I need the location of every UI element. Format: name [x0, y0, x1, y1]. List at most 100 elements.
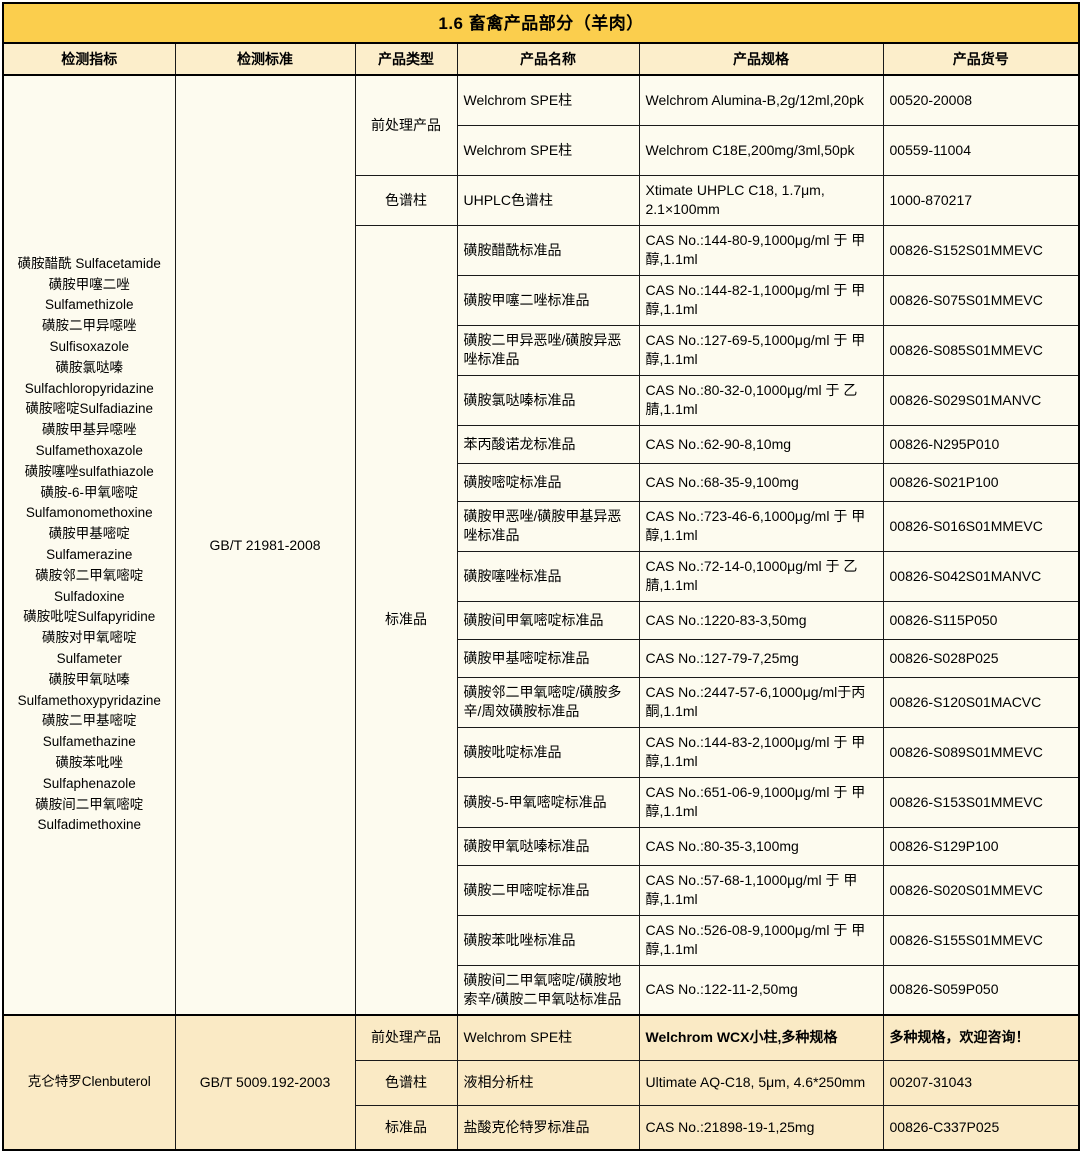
product-name-cell: 磺胺邻二甲氧嘧啶/磺胺多辛/周效磺胺标准品 [456, 676, 640, 728]
product-spec-cell: CAS No.:2447-57-6,1000μg/ml于丙酮,1.1ml [638, 676, 884, 728]
product-code-cell: 00826-S016S01MMEVC [882, 500, 1080, 552]
product-code-cell: 00826-S153S01MMEVC [882, 776, 1080, 828]
column-header-1: 检测标准 [174, 42, 356, 76]
product-row: 苯丙酸诺龙标准品 CAS No.:62-90-8,10mg 00826-N295P0… [3, 424, 1080, 464]
product-code-cell: 00826-S059P050 [882, 964, 1080, 1016]
indicator-line: Sulfamethizole [44, 297, 134, 313]
product-name-cell: 磺胺二甲嘧啶标准品 [456, 864, 640, 916]
product-name-cell: 磺胺嘧啶标准品 [456, 462, 640, 502]
product-row: 磺胺嘧啶标准品 CAS No.:68-35-9,100mg 00826-S021P1… [3, 462, 1080, 502]
indicator-cell: 克仑特罗Clenbuterol [2, 1014, 176, 1151]
product-spec-cell: Welchrom WCX小柱,多种规格 [638, 1014, 884, 1061]
indicator-line: Sulfadimethoxine [37, 817, 142, 833]
indicator-line: 磺胺嘧啶Sulfadiazine [25, 401, 154, 417]
standard-cell: GB/T 5009.192-2003 [174, 1014, 356, 1151]
product-name-cell: 磺胺间二甲氧嘧啶/磺胺地索辛/磺胺二甲氧哒标准品 [456, 964, 640, 1016]
product-code-cell: 00520-20008 [882, 74, 1080, 126]
product-name-cell: 磺胺甲恶唑/磺胺甲基异恶唑标准品 [456, 500, 640, 552]
product-row: 磺胺甲噻二唑标准品 CAS No.:144-82-1,1000μg/ml 于 甲醇… [3, 274, 1080, 326]
indicator-line: 磺胺邻二甲氧嘧啶 [35, 567, 144, 583]
product-spec-cell: CAS No.:80-32-0,1000μg/ml 于 乙腈,1.1ml [638, 374, 884, 426]
product-row: 标准品 磺胺醋酰标准品 CAS No.:144-80-9,1000μg/ml 于 甲… [3, 224, 1080, 1016]
column-header-row: 检测指标 检测标准 产品类型 产品名称 产品规格 产品货号 [2, 42, 1080, 76]
indicator-line: 磺胺噻唑sulfathiazole [24, 463, 154, 479]
product-name-cell: 磺胺吡啶标准品 [456, 726, 640, 778]
indicator-line: Sulfadoxine [53, 588, 125, 604]
product-name-cell: 苯丙酸诺龙标准品 [456, 424, 640, 464]
product-code-cell: 00826-S152S01MMEVC [882, 224, 1080, 276]
product-name-cell: UHPLC色谱柱 [456, 174, 640, 226]
indicator-line: 克仑特罗Clenbuterol [27, 1074, 151, 1090]
title-row: 1.6 畜禽产品部分（羊肉） [2, 2, 1080, 44]
product-name-cell: 磺胺噻唑标准品 [456, 550, 640, 602]
product-spec-cell: CAS No.:62-90-8,10mg [638, 424, 884, 464]
indicator-line: 磺胺对甲氧嘧啶 [42, 630, 137, 646]
indicator-line: 磺胺甲氧哒嗪 [48, 671, 130, 687]
product-type-cell: 色谱柱 [354, 1059, 458, 1106]
product-row: 磺胺吡啶标准品 CAS No.:144-83-2,1000μg/ml 于 甲醇,1… [3, 726, 1080, 778]
product-name-cell: 磺胺二甲异恶唑/磺胺异恶唑标准品 [456, 324, 640, 376]
product-row: 磺胺苯吡唑标准品 CAS No.:526-08-9,1000μg/ml 于 甲醇,… [3, 914, 1080, 966]
product-code-cell: 00826-S042S01MANVC [882, 550, 1080, 602]
product-row: 磺胺氯哒嗪标准品 CAS No.:80-32-0,1000μg/ml 于 乙腈,1… [3, 374, 1080, 426]
indicator-line: 磺胺二甲异噁唑 [42, 318, 137, 334]
indicator-line: 磺胺甲噻二唑 [48, 276, 130, 292]
product-name-cell: 盐酸克伦特罗标准品 [456, 1104, 640, 1151]
product-row: Welchrom SPE柱 Welchrom C18E,200mg/3ml,50p… [3, 124, 1080, 176]
indicator-line: Sulfameter [56, 650, 122, 666]
product-spec-cell: CAS No.:651-06-9,1000μg/ml 于 甲醇,1.1ml [638, 776, 884, 828]
product-code-cell: 00826-S075S01MMEVC [882, 274, 1080, 326]
product-code-cell: 00826-S089S01MMEVC [882, 726, 1080, 778]
product-spec-cell: Xtimate UHPLC C18, 1.7μm, 2.1×100mm [638, 174, 884, 226]
product-row: 克仑特罗Clenbuterol GB/T 5009.192-2003 前处理产品 We… [2, 1014, 1080, 1151]
indicator-line: Sulfamethazine [42, 734, 136, 750]
product-spec-cell: CAS No.:127-69-5,1000μg/ml 于 甲醇,1.1ml [638, 324, 884, 376]
product-spec-cell: CAS No.:80-35-3,100mg [638, 826, 884, 866]
product-name-cell: 液相分析柱 [456, 1059, 640, 1106]
product-name-cell: 磺胺醋酰标准品 [456, 224, 640, 276]
product-spec-cell: CAS No.:144-82-1,1000μg/ml 于 甲醇,1.1ml [638, 274, 884, 326]
product-code-cell: 00826-S020S01MMEVC [882, 864, 1080, 916]
product-spec-cell: CAS No.:68-35-9,100mg [638, 462, 884, 502]
product-code-cell: 00826-N295P010 [882, 424, 1080, 464]
indicator-line: Sulfamethoxypyridazine [17, 692, 161, 708]
product-spec-cell: Ultimate AQ-C18, 5μm, 4.6*250mm [638, 1059, 884, 1106]
product-code-cell: 00207-31043 [882, 1059, 1080, 1106]
column-header-4: 产品规格 [638, 42, 884, 76]
product-name-cell: 磺胺间甲氧嘧啶标准品 [456, 600, 640, 640]
indicator-line: 磺胺间二甲氧嘧啶 [35, 796, 144, 812]
product-row: 色谱柱 UHPLC色谱柱 Xtimate UHPLC C18, 1.7μm, 2.1… [3, 174, 1080, 226]
product-code-cell: 00826-S085S01MMEVC [882, 324, 1080, 376]
product-name-cell: Welchrom SPE柱 [456, 124, 640, 176]
column-header-2: 产品类型 [354, 42, 458, 76]
product-spec-cell: Welchrom Alumina-B,2g/12ml,20pk [638, 74, 884, 126]
product-code-cell: 00826-S120S01MACVC [882, 676, 1080, 728]
product-row: 磺胺间甲氧嘧啶标准品 CAS No.:1220-83-3,50mg 00826-S1… [3, 600, 1080, 640]
indicator-line: Sulfamethoxazole [35, 443, 143, 459]
product-spec-cell: CAS No.:122-11-2,50mg [638, 964, 884, 1016]
product-spec-cell: CAS No.:144-83-2,1000μg/ml 于 甲醇,1.1ml [638, 726, 884, 778]
product-spec-cell: CAS No.:57-68-1,1000μg/ml 于 甲醇,1.1ml [638, 864, 884, 916]
column-header-3: 产品名称 [456, 42, 640, 76]
product-row: 磺胺醋酰 Sulfacetamide 磺胺甲噻二唑 Sulfamethizole 磺胺… [2, 74, 1080, 1016]
product-name-cell: 磺胺-5-甲氧嘧啶标准品 [456, 776, 640, 828]
product-type-cell: 标准品 [354, 1104, 458, 1151]
indicator-line: Sulfachloropyridazine [24, 380, 154, 396]
product-spec-cell: Welchrom C18E,200mg/3ml,50pk [638, 124, 884, 176]
product-type-cell: 前处理产品 [354, 1014, 458, 1061]
product-code-cell: 00559-11004 [882, 124, 1080, 176]
product-row: 磺胺甲氧哒嗪标准品 CAS No.:80-35-3,100mg 00826-S129… [3, 826, 1080, 866]
product-spec-cell: CAS No.:21898-19-1,25mg [638, 1104, 884, 1151]
product-row: 磺胺甲基嘧啶标准品 CAS No.:127-79-7,25mg 00826-S028… [3, 638, 1080, 678]
product-code-cell: 00826-S155S01MMEVC [882, 914, 1080, 966]
product-code-cell: 00826-S115P050 [882, 600, 1080, 640]
product-spec-cell: CAS No.:1220-83-3,50mg [638, 600, 884, 640]
indicator-line: 磺胺氯哒嗪 [55, 359, 124, 375]
product-code-cell: 00826-S028P025 [882, 638, 1080, 678]
product-type-cell: 色谱柱 [354, 174, 458, 226]
page-title: 1.6 畜禽产品部分（羊肉） [2, 2, 1080, 44]
product-name-cell: 磺胺苯吡唑标准品 [456, 914, 640, 966]
product-name-cell: 磺胺甲氧哒嗪标准品 [456, 826, 640, 866]
product-code-cell: 1000-870217 [882, 174, 1080, 226]
